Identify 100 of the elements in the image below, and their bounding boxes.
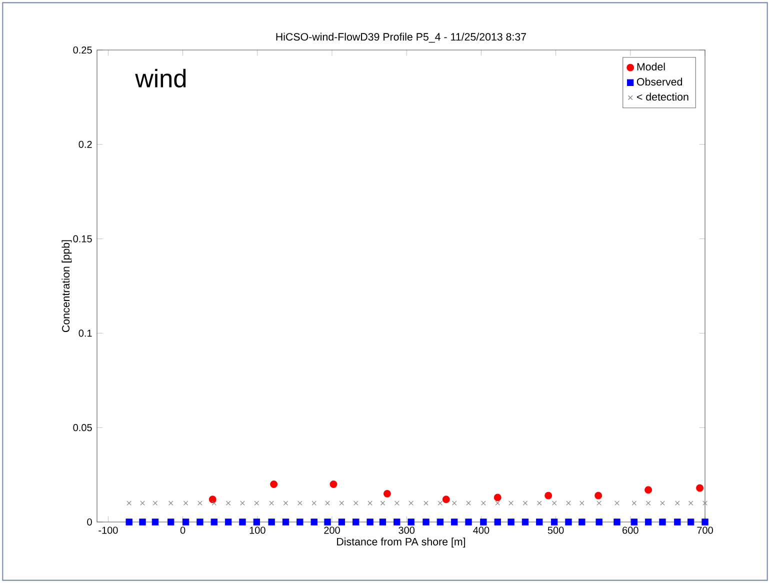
legend-label: < detection — [636, 92, 688, 101]
point — [253, 518, 260, 526]
point — [394, 518, 400, 526]
point — [644, 486, 652, 494]
point — [366, 518, 374, 526]
point — [565, 518, 572, 526]
x-tick-label: 500 — [548, 526, 564, 534]
point — [702, 518, 708, 526]
point — [688, 500, 694, 506]
point — [494, 494, 502, 502]
point — [152, 500, 158, 506]
point — [126, 518, 132, 526]
point — [550, 518, 558, 526]
point — [226, 500, 231, 506]
point — [614, 518, 620, 526]
x-tick-label: 300 — [398, 526, 415, 534]
point — [481, 500, 486, 506]
point — [139, 518, 146, 526]
point — [702, 500, 708, 506]
x-tick-label: 400 — [473, 526, 490, 534]
point — [283, 500, 288, 506]
point — [298, 500, 302, 506]
point — [674, 500, 680, 506]
point — [239, 518, 246, 526]
point — [630, 518, 638, 526]
point — [368, 500, 372, 506]
point — [310, 518, 318, 526]
point — [544, 492, 552, 500]
y-tick-label: 0.2 — [78, 140, 92, 148]
point — [466, 500, 471, 506]
point — [495, 500, 500, 506]
point — [324, 518, 331, 526]
point — [254, 500, 260, 506]
point — [674, 518, 681, 526]
point — [494, 518, 501, 526]
point — [422, 518, 430, 526]
point — [646, 500, 651, 506]
chart-title: HiCSO-wind-FlowD39 Profile P5_4 - 11/25/2013 8:37 — [276, 32, 526, 43]
point — [632, 500, 637, 506]
point — [522, 500, 528, 506]
point — [296, 518, 304, 526]
point — [208, 496, 216, 504]
point — [442, 496, 450, 504]
point — [270, 480, 278, 488]
point — [339, 500, 344, 506]
x-tick-label: 600 — [622, 526, 638, 534]
point — [268, 518, 275, 526]
y-tick-label: 0.25 — [73, 46, 92, 54]
x-tick-label: 200 — [324, 526, 340, 534]
point — [196, 518, 204, 526]
y-tick-label: 0 — [87, 518, 92, 526]
point — [282, 518, 290, 526]
point — [644, 518, 652, 526]
annotation: wind — [135, 68, 186, 88]
point — [330, 480, 338, 488]
point — [269, 500, 274, 506]
point — [480, 518, 487, 526]
x-axis-title: Distance from PA shore [m] — [337, 538, 466, 548]
point — [687, 518, 694, 526]
point — [408, 500, 414, 506]
point — [183, 500, 188, 506]
y-axis-title: Concentration [ppb] — [62, 240, 72, 332]
point — [614, 500, 620, 506]
point — [224, 518, 232, 526]
point — [168, 500, 174, 506]
x-tick-label: 0 — [180, 526, 186, 534]
point — [210, 518, 218, 526]
y-tick-label: 0.05 — [73, 424, 92, 432]
point — [436, 518, 444, 526]
point — [312, 500, 317, 506]
point — [126, 500, 132, 506]
legend-label: Observed — [636, 78, 682, 86]
point — [536, 500, 542, 506]
point — [451, 518, 458, 526]
x-tick-label: -100 — [98, 526, 118, 534]
point — [508, 518, 514, 526]
point — [660, 500, 665, 506]
point — [182, 518, 190, 526]
point — [152, 518, 159, 526]
point — [596, 500, 602, 506]
point — [383, 490, 391, 498]
point — [580, 500, 584, 506]
point — [552, 500, 557, 506]
x-tick-label: 100 — [250, 526, 266, 534]
point — [168, 518, 174, 526]
point — [438, 500, 443, 506]
point — [140, 500, 145, 506]
point — [522, 518, 529, 526]
point — [594, 492, 602, 500]
point — [338, 518, 346, 526]
point — [566, 500, 571, 506]
point — [659, 518, 666, 526]
point — [352, 518, 360, 526]
point — [394, 500, 400, 506]
point — [325, 500, 330, 506]
point — [240, 500, 245, 506]
point — [212, 500, 217, 506]
point — [508, 500, 514, 506]
legend-label: Model — [637, 62, 665, 71]
point — [408, 518, 414, 526]
